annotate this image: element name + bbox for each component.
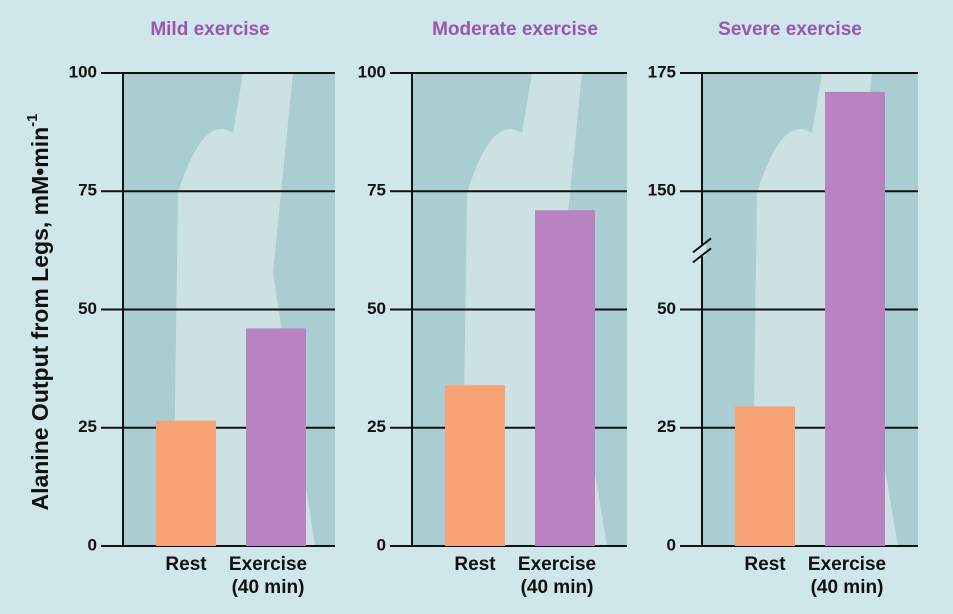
chart: Mild exercise 0 25 50 75 100 Moderate exercise… xyxy=(0,0,953,614)
panel-title: Moderate exercise xyxy=(432,19,598,40)
bar xyxy=(825,92,885,546)
y-tick-label: 50 xyxy=(657,299,676,318)
bar xyxy=(156,421,216,546)
y-axis-label-superscript: -1 xyxy=(24,113,41,126)
y-tick-label: 25 xyxy=(78,417,97,436)
y-tick-label: 0 xyxy=(377,535,386,554)
panel-title: Mild exercise xyxy=(150,19,269,40)
x-tick-label: Exercise (40 min) xyxy=(213,553,323,599)
panel-title: Severe exercise xyxy=(718,19,862,40)
bar xyxy=(535,210,595,546)
y-tick-label: 150 xyxy=(648,181,676,200)
y-tick-label: 75 xyxy=(367,181,386,200)
x-tick-label: Exercise (40 min) xyxy=(502,553,612,599)
y-tick-label: 100 xyxy=(69,62,97,81)
y-tick-label: 50 xyxy=(367,299,386,318)
y-tick-label: 100 xyxy=(358,62,386,81)
y-tick-label: 175 xyxy=(648,62,676,81)
y-tick-label: 25 xyxy=(367,417,386,436)
y-axis-label: Alanine Output from Legs, mM•min-1 xyxy=(24,113,53,510)
bar xyxy=(735,406,795,546)
y-tick-label: 0 xyxy=(88,535,97,554)
y-tick-label: 50 xyxy=(78,299,97,318)
bar xyxy=(246,328,306,546)
x-tick-label: Exercise (40 min) xyxy=(792,553,902,599)
page: Mild exercise 0 25 50 75 100 Moderate exercise… xyxy=(0,0,953,614)
y-axis-label-main: Alanine Output from Legs, mM•min xyxy=(27,127,53,511)
y-tick-label: 25 xyxy=(657,417,676,436)
y-tick-label: 0 xyxy=(667,535,676,554)
bar xyxy=(445,385,505,546)
y-tick-label: 75 xyxy=(78,181,97,200)
